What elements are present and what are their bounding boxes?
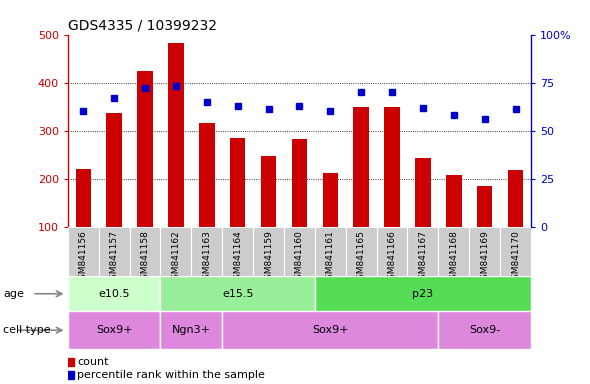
- Text: Sox9-: Sox9-: [469, 325, 500, 335]
- Bar: [137, 71, 153, 275]
- Bar: [346, 227, 376, 276]
- Bar: [323, 173, 338, 275]
- Bar: [315, 276, 531, 311]
- Text: GSM841170: GSM841170: [511, 230, 520, 285]
- Bar: [261, 156, 276, 275]
- Text: GSM841157: GSM841157: [110, 230, 119, 285]
- Bar: [160, 276, 315, 311]
- Text: count: count: [77, 356, 109, 367]
- Text: Sox9+: Sox9+: [312, 325, 349, 335]
- Bar: [284, 227, 315, 276]
- Bar: [230, 138, 245, 275]
- Bar: [99, 227, 130, 276]
- Bar: [160, 311, 222, 349]
- Text: GSM841163: GSM841163: [202, 230, 211, 285]
- Bar: [376, 227, 408, 276]
- Text: GSM841164: GSM841164: [233, 230, 242, 285]
- Bar: [315, 227, 346, 276]
- Bar: [160, 227, 191, 276]
- Bar: [291, 139, 307, 275]
- Text: cell type: cell type: [3, 325, 51, 335]
- Bar: [199, 123, 215, 275]
- Bar: [446, 175, 461, 275]
- Text: GSM841165: GSM841165: [357, 230, 366, 285]
- Bar: [191, 227, 222, 276]
- Bar: [253, 227, 284, 276]
- Bar: [408, 227, 438, 276]
- Bar: [168, 43, 183, 275]
- Bar: [68, 227, 99, 276]
- Text: GSM841169: GSM841169: [480, 230, 489, 285]
- Bar: [222, 311, 438, 349]
- Text: GSM841160: GSM841160: [295, 230, 304, 285]
- Bar: [415, 159, 431, 275]
- Text: p23: p23: [412, 289, 434, 299]
- Text: GSM841161: GSM841161: [326, 230, 335, 285]
- Text: GSM841167: GSM841167: [418, 230, 427, 285]
- Bar: [353, 107, 369, 275]
- Bar: [106, 113, 122, 275]
- Text: percentile rank within the sample: percentile rank within the sample: [77, 370, 265, 381]
- Text: GSM841168: GSM841168: [450, 230, 458, 285]
- Text: age: age: [3, 289, 24, 299]
- Text: GSM841158: GSM841158: [140, 230, 149, 285]
- Bar: [222, 227, 253, 276]
- Text: GSM841166: GSM841166: [388, 230, 396, 285]
- Text: GSM841159: GSM841159: [264, 230, 273, 285]
- Bar: [76, 169, 91, 275]
- Text: e15.5: e15.5: [222, 289, 254, 299]
- Bar: [477, 186, 493, 275]
- Text: Sox9+: Sox9+: [96, 325, 133, 335]
- Bar: [508, 170, 523, 275]
- Text: GDS4335 / 10399232: GDS4335 / 10399232: [68, 18, 217, 32]
- Bar: [500, 227, 531, 276]
- Bar: [130, 227, 160, 276]
- Text: GSM841162: GSM841162: [172, 230, 181, 285]
- Text: GSM841156: GSM841156: [79, 230, 88, 285]
- Bar: [68, 311, 160, 349]
- Text: Ngn3+: Ngn3+: [172, 325, 211, 335]
- Bar: [438, 227, 469, 276]
- Bar: [438, 311, 531, 349]
- Bar: [384, 107, 400, 275]
- Bar: [469, 227, 500, 276]
- Bar: [68, 276, 160, 311]
- Text: e10.5: e10.5: [99, 289, 130, 299]
